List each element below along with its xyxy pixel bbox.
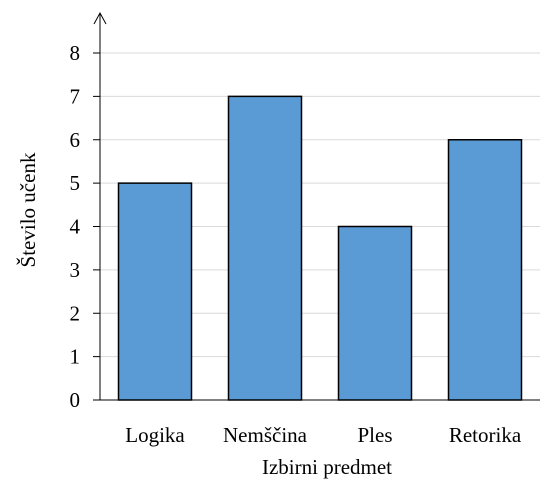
y-tick-label: 3 [70, 258, 81, 282]
x-category-label: Retorika [449, 423, 522, 447]
x-category-label: Logika [125, 423, 185, 447]
y-axis-label: Število učenk [16, 152, 40, 267]
x-axis-label: Izbirni predmet [262, 455, 392, 479]
y-tick-label: 0 [70, 388, 81, 412]
x-category-label: Nemščina [223, 423, 308, 447]
y-tick-label: 2 [70, 301, 81, 325]
bar-logika [117, 182, 193, 401]
y-tick-label: 4 [70, 215, 81, 239]
y-tick-label: 5 [70, 171, 81, 195]
axes [93, 11, 540, 401]
bar-retorika [447, 139, 523, 401]
bar-ples [337, 225, 413, 401]
y-axis-arrow-icon [93, 11, 107, 25]
y-tick-label: 6 [70, 128, 81, 152]
bar-nemščina [227, 95, 303, 401]
x-category-label: Ples [357, 423, 392, 447]
bars [117, 95, 523, 401]
y-tick-label: 8 [70, 41, 81, 65]
y-tick-label: 1 [70, 345, 81, 369]
x-category-labels: Logika Nemščina Ples Retorika [125, 423, 522, 447]
y-tick-label: 7 [70, 84, 81, 108]
y-tick-labels: 0 1 2 3 4 5 6 7 8 [70, 41, 81, 412]
